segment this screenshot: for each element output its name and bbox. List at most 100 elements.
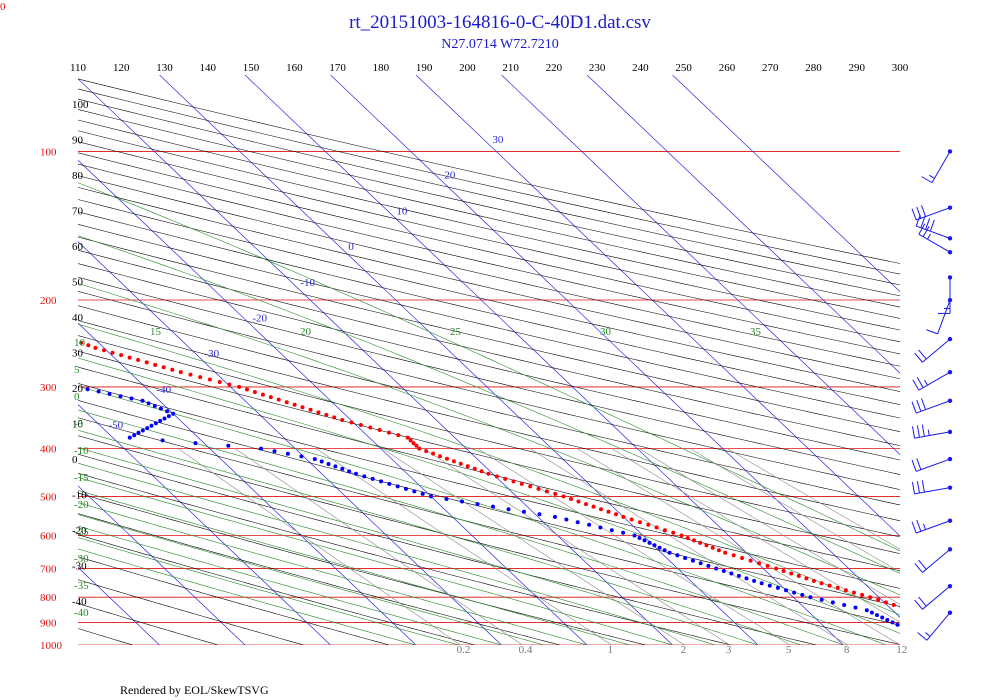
moist-adiabat	[78, 447, 759, 645]
temperature-point	[528, 484, 533, 489]
wind-barb-staff	[931, 151, 951, 183]
chart-subtitle: N27.0714 W72.7210	[441, 37, 559, 52]
dewpoint-point	[652, 543, 657, 548]
wind-barb-flag	[915, 214, 921, 227]
dry-adiabat	[78, 400, 900, 607]
dry-adiabat	[78, 276, 900, 475]
dry-adiabat	[78, 383, 900, 589]
temperature-point	[465, 464, 470, 469]
temperature-point	[93, 345, 98, 350]
wind-barbs	[911, 149, 953, 641]
top-temperature-label: 280	[805, 62, 822, 74]
moist-adiabat	[78, 537, 459, 645]
isotherm-label: 20	[444, 170, 456, 182]
dry-adiabat	[78, 211, 900, 405]
temperature-point	[161, 365, 166, 370]
dewpoint-point	[362, 474, 367, 479]
isotherm-label: 0	[348, 241, 354, 253]
top-temperature-label: 190	[416, 62, 433, 74]
temperature-point	[300, 405, 305, 410]
dewpoint-point	[272, 449, 277, 454]
wind-barb-base	[947, 275, 953, 280]
moist-label-left: -10	[74, 445, 89, 457]
chart-title: rt_20151003-164816-0-C-40D1.dat.csv	[349, 12, 651, 33]
dewpoint-point	[33, 378, 37, 382]
moist-label-left: -30	[74, 553, 89, 565]
left-theta-label: 90	[72, 135, 84, 147]
temperature-point	[198, 375, 203, 380]
wind-barb-half	[927, 233, 931, 240]
temperature-point	[86, 343, 91, 348]
dewpoint-point	[537, 512, 542, 517]
wind-barb-flag	[911, 426, 916, 439]
temperature-point	[920, 613, 924, 617]
dry-adiabat	[78, 141, 900, 331]
temperature-point	[569, 497, 573, 501]
temperature-point	[438, 454, 442, 459]
dry-adiabat	[78, 472, 732, 645]
dewpoint-point	[5, 373, 9, 377]
moist-label-left: -40	[74, 607, 89, 619]
temperature-point	[227, 382, 232, 387]
dewpoint-point	[564, 517, 569, 522]
temperature-point	[411, 441, 416, 446]
wind-barb-flag	[918, 223, 926, 235]
temperature-point	[979, 635, 983, 639]
dewpoint-point	[140, 428, 145, 433]
temperature-point	[260, 392, 265, 397]
dewpoint-point	[683, 556, 688, 560]
moist-label-left: -5	[74, 418, 84, 430]
dry-adiabat	[78, 579, 304, 645]
sounding-profiles	[5, 316, 983, 642]
dry-adiabat	[78, 453, 817, 645]
wind-barb-flag	[921, 480, 925, 493]
temperature-point	[8, 316, 12, 320]
moist-label-top: 20	[300, 326, 312, 338]
dry-adiabat	[78, 320, 900, 522]
dry-adiabat	[78, 492, 646, 645]
temperature-point	[685, 536, 690, 540]
dewpoint-point	[127, 435, 132, 440]
temperature-point	[332, 415, 337, 420]
wind-barb-flag	[918, 349, 927, 360]
top-temperature-label: 210	[502, 62, 519, 74]
isotherm-label: -50	[108, 420, 123, 432]
wind-barb-flag	[916, 206, 922, 219]
dry-adiabat	[78, 417, 900, 626]
temperature-point	[975, 634, 979, 638]
temperature-point	[804, 576, 809, 581]
moist-adiabat	[78, 514, 545, 645]
dry-adiabat	[78, 435, 900, 645]
temperature-point	[671, 530, 676, 535]
dewpoint-point	[930, 638, 934, 642]
dewpoint-point	[553, 514, 557, 519]
pressure-label: 200	[40, 295, 57, 307]
temperature-point	[494, 474, 499, 479]
wind-barb-flag	[914, 599, 923, 610]
moist-adiabat	[78, 283, 900, 596]
dewpoint-point	[675, 553, 680, 558]
mixing-ratio-label: 3	[726, 644, 732, 656]
temperature-point	[614, 512, 618, 517]
moist-adiabat	[78, 476, 673, 645]
corner-label: 0	[0, 1, 6, 13]
dewpoint-point	[444, 497, 449, 501]
moist-label-top: 15	[150, 326, 162, 338]
temperature-point	[188, 372, 193, 377]
wind-barb-half	[925, 632, 931, 637]
temperature-point	[51, 331, 55, 335]
temperature-point	[79, 340, 84, 345]
dewpoint-point	[875, 613, 879, 618]
temperature-point	[136, 358, 141, 362]
dewpoint-point	[395, 484, 400, 489]
temperature-point	[957, 628, 961, 632]
temperature-point	[891, 603, 896, 607]
wind-barb-flag	[926, 329, 938, 335]
temperature-point	[876, 597, 881, 602]
isotherm-line	[78, 78, 673, 645]
wind-barb-flag	[916, 377, 924, 388]
wind-barb-flag	[911, 521, 917, 534]
footer-credit: Rendered by EOL/SkewTSVG	[120, 683, 269, 697]
temperature-point	[405, 435, 410, 440]
temperature-point	[698, 540, 703, 545]
